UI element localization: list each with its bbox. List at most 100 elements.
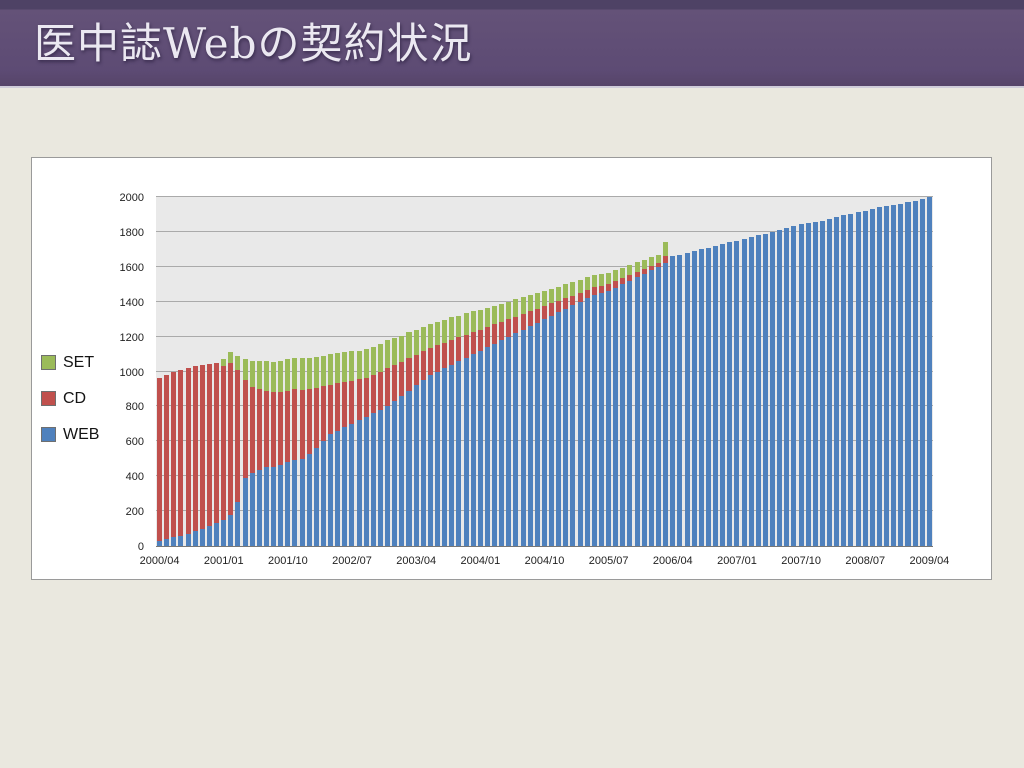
gridline xyxy=(156,196,933,197)
bar xyxy=(214,362,220,546)
bar xyxy=(320,355,326,546)
slide-title: 医中誌Webの契約状況 xyxy=(34,19,473,68)
bar-segment-cd xyxy=(456,337,462,362)
bar-segment-web xyxy=(449,364,455,546)
bar-segment-set xyxy=(392,338,398,366)
bar-segment-cd xyxy=(306,388,312,454)
bar-segment-cd xyxy=(527,311,533,327)
bar-segment-web xyxy=(299,458,305,546)
bar-segment-web xyxy=(342,427,348,546)
bar-segment-cd xyxy=(214,362,220,524)
bar xyxy=(399,335,405,546)
bar xyxy=(855,211,861,546)
bar xyxy=(299,358,305,546)
bar-segment-set xyxy=(549,288,555,304)
bar-segment-cd xyxy=(549,303,555,316)
bar xyxy=(741,238,747,546)
bar-segment-web xyxy=(221,519,227,546)
x-tick-label: 2004/10 xyxy=(524,555,565,567)
bar-segment-web xyxy=(271,466,277,546)
bar-segment-set xyxy=(456,315,462,338)
bar-segment-web xyxy=(677,254,683,546)
bar-segment-cd xyxy=(563,298,569,309)
bar-segment-cd xyxy=(178,369,184,536)
bar-segment-set xyxy=(342,352,348,382)
x-tick-label: 2007/10 xyxy=(781,555,821,567)
bar xyxy=(271,361,277,546)
bar xyxy=(292,357,298,546)
bar-segment-cd xyxy=(427,347,433,375)
bar-segment-cd xyxy=(435,345,441,372)
legend-item-web: WEB xyxy=(41,423,99,446)
bar-segment-web xyxy=(278,464,284,546)
y-tick-label: 400 xyxy=(125,471,144,484)
bar xyxy=(285,359,291,546)
bar xyxy=(684,252,690,546)
bar xyxy=(449,317,455,546)
bar-segment-web xyxy=(919,198,925,546)
bar-segment-web xyxy=(506,336,512,546)
bar-segment-web xyxy=(770,231,776,546)
bar xyxy=(370,347,376,546)
bar-segment-web xyxy=(171,537,177,546)
bar-segment-cd xyxy=(370,374,376,414)
x-tick-label: 2009/04 xyxy=(909,555,950,567)
bar xyxy=(377,343,383,546)
bar-segment-cd xyxy=(164,375,170,540)
y-axis: 0 200 400 600 800 1000 1200 1400 1600 1800 2000 xyxy=(32,192,150,553)
bar-segment-web xyxy=(328,434,334,546)
bar xyxy=(342,352,348,546)
bar xyxy=(356,350,362,546)
bar-segment-set xyxy=(292,357,298,389)
bar-segment-set xyxy=(413,329,419,355)
bar-segment-web xyxy=(606,291,612,546)
bar xyxy=(242,359,248,546)
bar-segment-web xyxy=(584,298,590,546)
bar-segment-web xyxy=(598,292,604,546)
bar-segment-set xyxy=(313,356,319,389)
x-tick-label: 2001/10 xyxy=(267,555,308,567)
bar-segment-cd xyxy=(506,319,512,337)
bar xyxy=(713,245,719,546)
bar xyxy=(884,205,890,546)
bar-segment-set xyxy=(598,273,604,286)
bar-segment-set xyxy=(285,359,291,391)
bar-segment-web xyxy=(185,533,191,546)
bar-segment-set xyxy=(349,351,355,382)
bar xyxy=(263,361,269,546)
bar xyxy=(613,270,619,546)
bar-segment-web xyxy=(691,251,697,546)
bar-segment-set xyxy=(534,292,540,309)
bar-segment-set xyxy=(363,348,369,378)
legend-label-set: SET xyxy=(63,353,95,371)
bar-segment-set xyxy=(427,324,433,348)
bar-segment-cd xyxy=(463,334,469,358)
bar-segment-set xyxy=(499,303,505,322)
bar xyxy=(655,254,661,546)
bar-segment-set xyxy=(271,361,277,392)
bar-segment-set xyxy=(506,301,512,320)
bar-segment-set xyxy=(484,308,490,328)
bar-segment-set xyxy=(641,259,647,269)
bar-segment-cd xyxy=(228,362,234,515)
bar xyxy=(527,295,533,546)
bar-segment-cd xyxy=(271,391,277,467)
bar-segment-web xyxy=(698,249,704,546)
bar-segment-cd xyxy=(499,321,505,341)
y-tick-label: 600 xyxy=(125,436,144,449)
y-tick-label: 1200 xyxy=(119,331,144,344)
bar xyxy=(698,249,704,546)
bar-segment-web xyxy=(427,374,433,546)
bar-segment-web xyxy=(385,406,391,546)
bar-segment-cd xyxy=(356,379,362,421)
bar xyxy=(363,348,369,546)
bar-segment-web xyxy=(791,225,797,546)
bar-segment-set xyxy=(320,355,326,387)
slide-title-bar: 医中誌Webの契約状況 xyxy=(0,0,1024,88)
bar-segment-web xyxy=(912,200,918,546)
bar-segment-set xyxy=(570,281,576,296)
bar-segment-cd xyxy=(278,391,284,465)
bar-segment-web xyxy=(534,322,540,546)
y-tick-label: 1600 xyxy=(119,261,144,274)
bar xyxy=(876,207,882,546)
